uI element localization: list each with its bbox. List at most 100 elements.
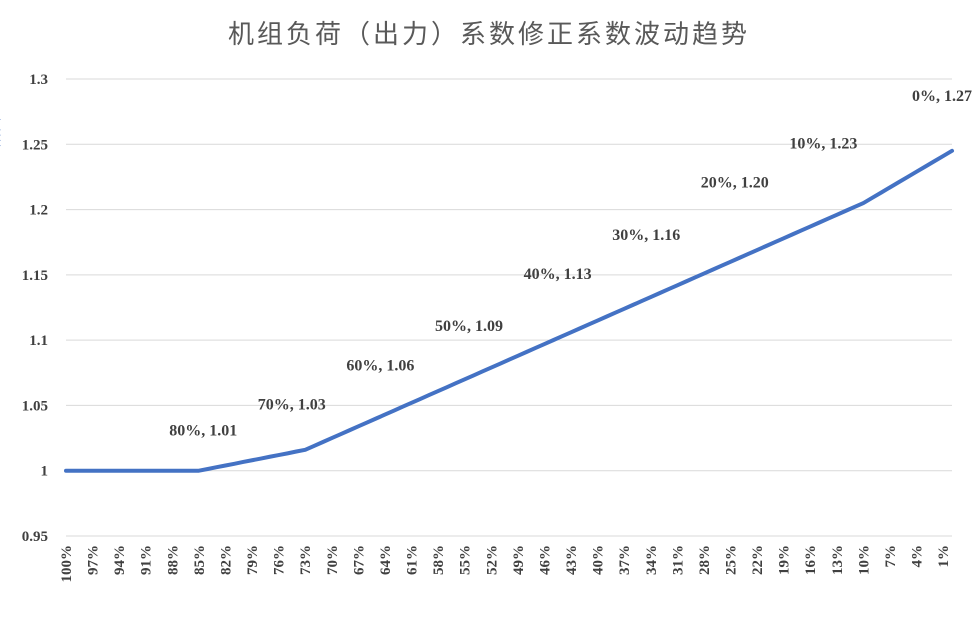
data-point — [118, 470, 120, 472]
x-tick-label: 58% — [431, 545, 447, 575]
data-point — [251, 459, 253, 461]
y-tick-label: 1.15 — [22, 268, 48, 284]
x-tick-label: 46% — [537, 545, 553, 575]
data-point — [721, 265, 723, 267]
data-point — [800, 229, 802, 231]
data-label: 30%, 1.16 — [612, 227, 680, 244]
x-tick-label: 7% — [883, 545, 899, 568]
data-point — [216, 466, 218, 468]
x-tick-label: 34% — [644, 545, 660, 575]
data-point — [756, 249, 758, 251]
x-axis-ticks: 100% 97% 94% 91% 88% 85% 82% 79% 76% 73% 70% 67% 64%… — [59, 545, 952, 583]
data-labels: 80%, 1.01 70%, 1.03 60%, 1.06 50%, 1.09 40%,… — [169, 88, 972, 439]
data-point — [437, 390, 439, 392]
data-point — [508, 359, 510, 361]
data-point — [579, 327, 581, 329]
data-point — [198, 470, 200, 472]
data-label: 40%, 1.13 — [524, 266, 592, 283]
data-point — [136, 470, 138, 472]
data-point — [464, 378, 466, 380]
data-point — [792, 233, 794, 235]
data-point — [74, 470, 76, 472]
x-tick-label: 85% — [192, 545, 208, 575]
data-point — [331, 437, 333, 439]
x-tick-label: 61% — [405, 545, 421, 575]
data-point — [242, 461, 244, 463]
x-tick-label: 31% — [670, 545, 686, 575]
data-point — [207, 468, 209, 470]
data-point — [313, 445, 315, 447]
data-points — [0, 118, 953, 472]
x-tick-label: 13% — [830, 545, 846, 575]
data-point — [446, 386, 448, 388]
data-point — [730, 261, 731, 263]
data-point — [561, 335, 563, 337]
data-point — [871, 197, 873, 199]
data-point — [827, 218, 829, 220]
x-tick-label: 10% — [856, 545, 872, 575]
x-tick-label: 82% — [218, 545, 234, 575]
data-point — [854, 206, 856, 208]
x-tick-label: 25% — [724, 545, 740, 575]
data-point — [907, 176, 909, 178]
x-tick-label: 100% — [59, 545, 75, 583]
x-tick-label: 64% — [378, 545, 394, 575]
data-point — [712, 269, 714, 271]
data-point — [747, 253, 749, 255]
data-point — [0, 145, 1, 147]
data-point — [942, 155, 944, 157]
data-point — [490, 367, 492, 369]
data-point — [322, 441, 324, 443]
data-point — [694, 276, 696, 278]
data-point — [916, 171, 918, 173]
data-point — [738, 257, 740, 259]
data-point — [100, 470, 102, 472]
data-point — [278, 454, 280, 456]
y-tick-label: 1.2 — [29, 203, 48, 219]
x-tick-label: 79% — [245, 545, 261, 575]
data-point — [924, 165, 926, 167]
x-tick-label: 28% — [697, 545, 713, 575]
data-point — [349, 429, 351, 431]
data-point — [818, 222, 820, 224]
data-point — [340, 433, 342, 435]
data-point — [65, 470, 67, 472]
data-point — [83, 470, 85, 472]
data-point — [384, 414, 386, 416]
data-point — [685, 280, 687, 282]
data-point — [552, 339, 554, 341]
chart-title: 机组负荷（出力）系数修正系数波动趋势 — [227, 20, 750, 50]
x-tick-label: 49% — [511, 545, 527, 575]
data-point — [898, 181, 900, 183]
data-point — [845, 210, 847, 212]
data-point — [659, 292, 661, 294]
data-point — [0, 139, 1, 141]
data-point — [162, 470, 164, 472]
data-point — [233, 463, 235, 465]
data-point — [481, 370, 483, 372]
x-tick-label: 97% — [86, 545, 102, 575]
data-point — [667, 288, 669, 290]
data-point — [92, 470, 94, 472]
data-point — [632, 304, 634, 306]
data-point — [304, 449, 306, 451]
y-tick-label: 1 — [41, 464, 49, 480]
data-point — [880, 192, 882, 194]
data-point — [180, 470, 182, 472]
y-axis-ticks: 0.95 1 1.05 1.1 1.15 1.2 1.25 1.3 — [22, 72, 48, 545]
data-point — [862, 202, 864, 204]
x-tick-label: 4% — [910, 545, 926, 568]
data-point — [543, 343, 545, 345]
data-label: 80%, 1.01 — [169, 423, 237, 440]
data-point — [260, 458, 262, 460]
data-point — [499, 363, 501, 365]
data-point — [419, 398, 421, 400]
x-tick-label: 67% — [351, 545, 367, 575]
data-point — [623, 308, 625, 310]
data-point — [889, 186, 891, 188]
data-point — [109, 470, 111, 472]
x-tick-label: 22% — [750, 545, 766, 575]
data-point — [473, 374, 475, 376]
data-label: 70%, 1.03 — [258, 397, 326, 414]
